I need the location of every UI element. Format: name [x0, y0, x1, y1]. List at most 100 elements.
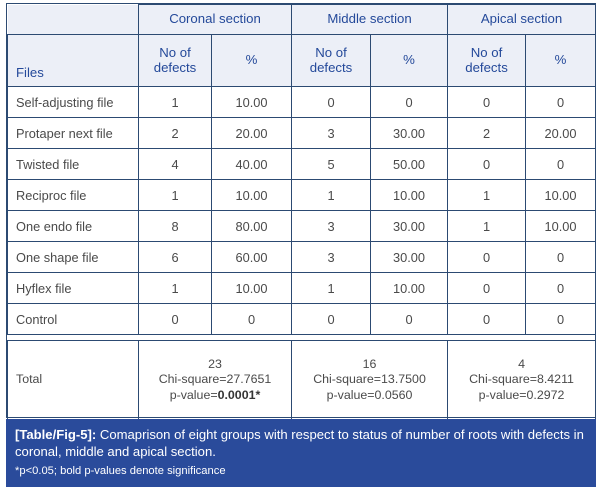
cell-coronal-defects: 0 [138, 303, 212, 335]
cell-coronal-defects: 1 [138, 272, 212, 304]
cell-apical-defects: 0 [447, 303, 527, 335]
caption-footnote: *p<0.05; bold p-values denote significan… [15, 464, 226, 477]
p-value-apical: p-value=0.2972 [454, 388, 589, 403]
cell-file-name: One endo file [7, 210, 139, 242]
table-head: Coronal section Middle section Apical se… [7, 4, 597, 87]
cell-coronal-percent: 80.00 [210, 210, 293, 242]
cell-coronal-percent: 0 [210, 303, 293, 335]
table-row: Twisted file 4 40.00 5 50.00 0 0 [7, 148, 597, 180]
section-header-row: Coronal section Middle section Apical se… [7, 4, 597, 35]
cell-file-name: Control [7, 303, 139, 335]
cell-middle-percent: 0 [370, 86, 449, 118]
column-header-coronal-percent: % [210, 34, 293, 87]
cell-apical-defects: 0 [447, 86, 527, 118]
p-value-prefix: p-value= [326, 387, 375, 402]
table-row: Protaper next file 2 20.00 3 30.00 2 20.… [7, 117, 597, 149]
column-header-apical-defects: No of defects [447, 34, 527, 87]
cell-middle-defects: 3 [291, 117, 372, 149]
cell-middle-percent: 0 [370, 303, 449, 335]
column-header-apical-percent: % [525, 34, 597, 87]
cell-apical-defects: 0 [447, 241, 527, 273]
cell-coronal-defects: 1 [138, 86, 212, 118]
cell-file-name: Protaper next file [7, 117, 139, 149]
defects-line-2: defects [465, 59, 508, 75]
total-count-coronal: 23 [208, 357, 222, 372]
caption-tag: [Table/Fig-5]: [15, 427, 97, 442]
cell-coronal-percent: 40.00 [210, 148, 293, 180]
cell-file-name: Reciproc file [7, 179, 139, 211]
cell-coronal-percent: 10.00 [210, 272, 293, 304]
p-value-coronal: p-value=0.0001* [145, 388, 285, 403]
cell-middle-defects: 1 [291, 272, 372, 304]
cell-coronal-percent: 10.00 [210, 179, 293, 211]
gap-cell [138, 334, 292, 341]
section-header-apical: Apical section [447, 4, 597, 35]
table-row: Hyflex file 1 10.00 1 10.00 0 0 [7, 272, 597, 304]
cell-middle-defects: 5 [291, 148, 372, 180]
defects-line-1: No of [159, 44, 191, 60]
defects-line-1: No of [470, 44, 503, 60]
table-row-total: Total 23 Chi-square=27.7651 p-value=0.00… [7, 340, 597, 420]
cell-apical-percent: 0 [525, 86, 597, 118]
cell-middle-percent: 10.00 [370, 179, 449, 211]
cell-total-middle: 16 Chi-square=13.7500 p-value=0.0560 [291, 340, 449, 420]
cell-apical-percent: 0 [525, 148, 597, 180]
cell-coronal-defects: 4 [138, 148, 212, 180]
cell-middle-percent: 30.00 [370, 117, 449, 149]
cell-coronal-percent: 10.00 [210, 86, 293, 118]
table-body: Self-adjusting file 1 10.00 0 0 0 0 Prot… [7, 86, 597, 420]
p-value-prefix: p-value= [478, 387, 527, 402]
column-header-middle-percent: % [370, 34, 449, 87]
cell-middle-defects: 3 [291, 210, 372, 242]
cell-apical-defects: 1 [447, 210, 527, 242]
cell-apical-defects: 0 [447, 272, 527, 304]
results-table-container: Coronal section Middle section Apical se… [6, 3, 597, 420]
table-row: Reciproc file 1 10.00 1 10.00 1 10.00 [7, 179, 597, 211]
p-value-prefix: p-value= [169, 387, 218, 402]
row-gap-separator [7, 334, 596, 341]
cell-middle-defects: 0 [291, 86, 372, 118]
caption-body: Comaprison of eight groups with respect … [15, 427, 584, 460]
column-header-files: Files [7, 34, 139, 87]
p-value-number: 0.0560 [374, 387, 413, 402]
cell-apical-defects: 0 [447, 148, 527, 180]
chi-square-apical: Chi-square=8.4211 [469, 372, 574, 387]
chi-square-middle: Chi-square=13.7500 [313, 372, 426, 387]
cell-middle-percent: 30.00 [370, 241, 449, 273]
total-count-apical: 4 [518, 357, 525, 372]
cell-coronal-percent: 20.00 [210, 117, 293, 149]
section-header-coronal: Coronal section [137, 4, 293, 35]
caption-text: [Table/Fig-5]: Comaprison of eight group… [15, 426, 587, 461]
chi-square-coronal: Chi-square=27.7651 [158, 372, 272, 387]
cell-apical-percent: 0 [525, 303, 597, 335]
cell-apical-defects: 2 [447, 117, 527, 149]
cell-total-coronal: 23 Chi-square=27.7651 p-value=0.0001* [137, 340, 293, 420]
p-value-number: 0.2972 [526, 387, 565, 402]
cell-coronal-defects: 1 [138, 179, 212, 211]
cell-coronal-defects: 6 [138, 241, 212, 273]
cell-coronal-defects: 2 [138, 117, 212, 149]
defects-line-2: defects [153, 59, 197, 75]
column-header-middle-defects: No of defects [291, 34, 372, 87]
cell-coronal-defects: 8 [138, 210, 212, 242]
p-value-number: 0.0001* [217, 387, 261, 402]
section-header-middle: Middle section [291, 4, 449, 35]
cell-middle-defects: 0 [291, 303, 372, 335]
cell-middle-defects: 3 [291, 241, 372, 273]
table-row: Control 0 0 0 0 0 0 [7, 303, 597, 335]
gap-cell [447, 334, 596, 341]
cell-apical-percent: 10.00 [525, 179, 597, 211]
table-row: Self-adjusting file 1 10.00 0 0 0 0 [7, 86, 597, 118]
total-count-middle: 16 [362, 357, 377, 372]
gap-cell [7, 334, 139, 341]
gap-cell [291, 334, 448, 341]
cell-apical-defects: 1 [447, 179, 527, 211]
cell-file-name: Hyflex file [7, 272, 139, 304]
cell-middle-percent: 30.00 [370, 210, 449, 242]
table-row: One endo file 8 80.00 3 30.00 1 10.00 [7, 210, 597, 242]
defects-line-1: No of [315, 44, 347, 60]
defects-line-2: defects [309, 59, 353, 75]
cell-total-label: Total [7, 340, 139, 420]
results-table: Coronal section Middle section Apical se… [7, 4, 597, 420]
sub-header-row: Files No of defects % No of defects % No… [7, 34, 597, 87]
